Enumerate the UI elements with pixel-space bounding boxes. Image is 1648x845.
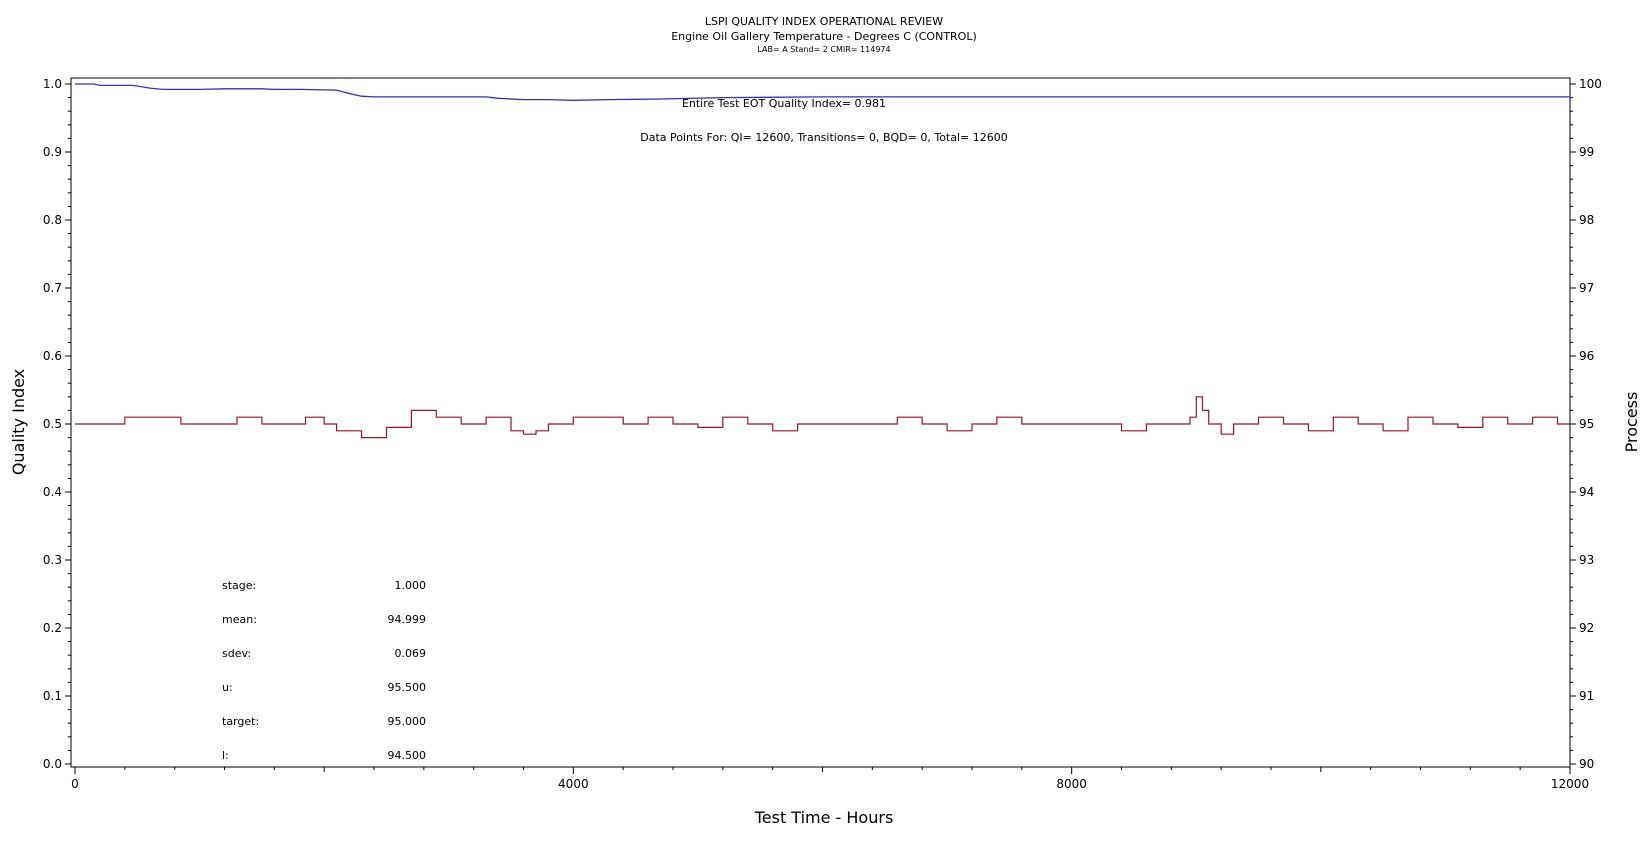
chart-subtitle: Engine Oil Gallery Temperature - Degrees…	[671, 30, 977, 43]
y-tick-label-left: 0.6	[43, 349, 62, 363]
stat-value: 94.500	[388, 749, 427, 762]
y-tick-label-left: 0.4	[43, 485, 62, 499]
stat-label: u:	[222, 681, 233, 694]
stat-value: 95.000	[388, 715, 427, 728]
y-axis-label-left: Quality Index	[9, 369, 28, 475]
stat-label: sdev:	[222, 647, 251, 660]
y-tick-label-left: 0.8	[43, 213, 62, 227]
x-tick-label: 12000	[1551, 777, 1589, 791]
annotation-quality-index: Entire Test EOT Quality Index= 0.981	[682, 97, 886, 110]
axis-ticks: 0.0 0.1 0.2 0.3 0.4 0.5 0.6 0.7 0.8 0.9 1.0 90 91 92 9…	[43, 77, 1602, 791]
stat-value: 95.500	[388, 681, 427, 694]
y-tick-label-right: 98	[1579, 213, 1594, 227]
y-tick-label-right: 90	[1579, 757, 1594, 771]
y-tick-label-right: 99	[1579, 145, 1594, 159]
y-tick-label-left: 0.7	[43, 281, 62, 295]
y-tick-label-left: 1.0	[43, 77, 62, 91]
x-tick-label: 0	[71, 777, 79, 791]
x-tick-label: 4000	[558, 777, 589, 791]
annotation-data-points: Data Points For: QI= 12600, Transitions=…	[640, 131, 1008, 144]
x-axis-label: Test Time - Hours	[754, 808, 894, 827]
stat-label: target:	[222, 715, 259, 728]
series-layer	[75, 83, 1570, 439]
stats-table: stage: 1.000 mean: 94.999 sdev: 0.069 u: 95.500…	[222, 579, 426, 762]
y-tick-label-right: 95	[1579, 417, 1594, 431]
y-axis-label-right: Process	[1622, 392, 1641, 453]
stat-value: 94.999	[388, 613, 427, 626]
y-tick-label-right: 94	[1579, 485, 1594, 499]
plot-frame	[70, 77, 1571, 768]
y-tick-label-left: 0.1	[43, 689, 62, 703]
quality-index-series-line	[75, 83, 1570, 101]
y-tick-label-right: 100	[1579, 77, 1602, 91]
stat-value: 0.069	[395, 647, 427, 660]
y-tick-label-left: 0.9	[43, 145, 62, 159]
stat-label: stage:	[222, 579, 256, 592]
process-series-line	[75, 396, 1570, 439]
y-tick-label-right: 93	[1579, 553, 1594, 567]
y-tick-label-right: 97	[1579, 281, 1594, 295]
stat-label: mean:	[222, 613, 257, 626]
chart-title: LSPI QUALITY INDEX OPERATIONAL REVIEW	[705, 15, 943, 28]
stat-value: 1.000	[395, 579, 427, 592]
y-tick-label-left: 0.3	[43, 553, 62, 567]
y-tick-label-right: 92	[1579, 621, 1594, 635]
y-tick-label-left: 0.5	[43, 417, 62, 431]
y-tick-label-left: 0.0	[43, 757, 62, 771]
stat-label: l:	[222, 749, 229, 762]
chart-subtitle-lab: LAB= A Stand= 2 CMIR= 114974	[757, 45, 890, 54]
y-tick-label-right: 91	[1579, 689, 1594, 703]
x-tick-label: 8000	[1056, 777, 1087, 791]
y-tick-label-right: 96	[1579, 349, 1594, 363]
y-tick-label-left: 0.2	[43, 621, 62, 635]
